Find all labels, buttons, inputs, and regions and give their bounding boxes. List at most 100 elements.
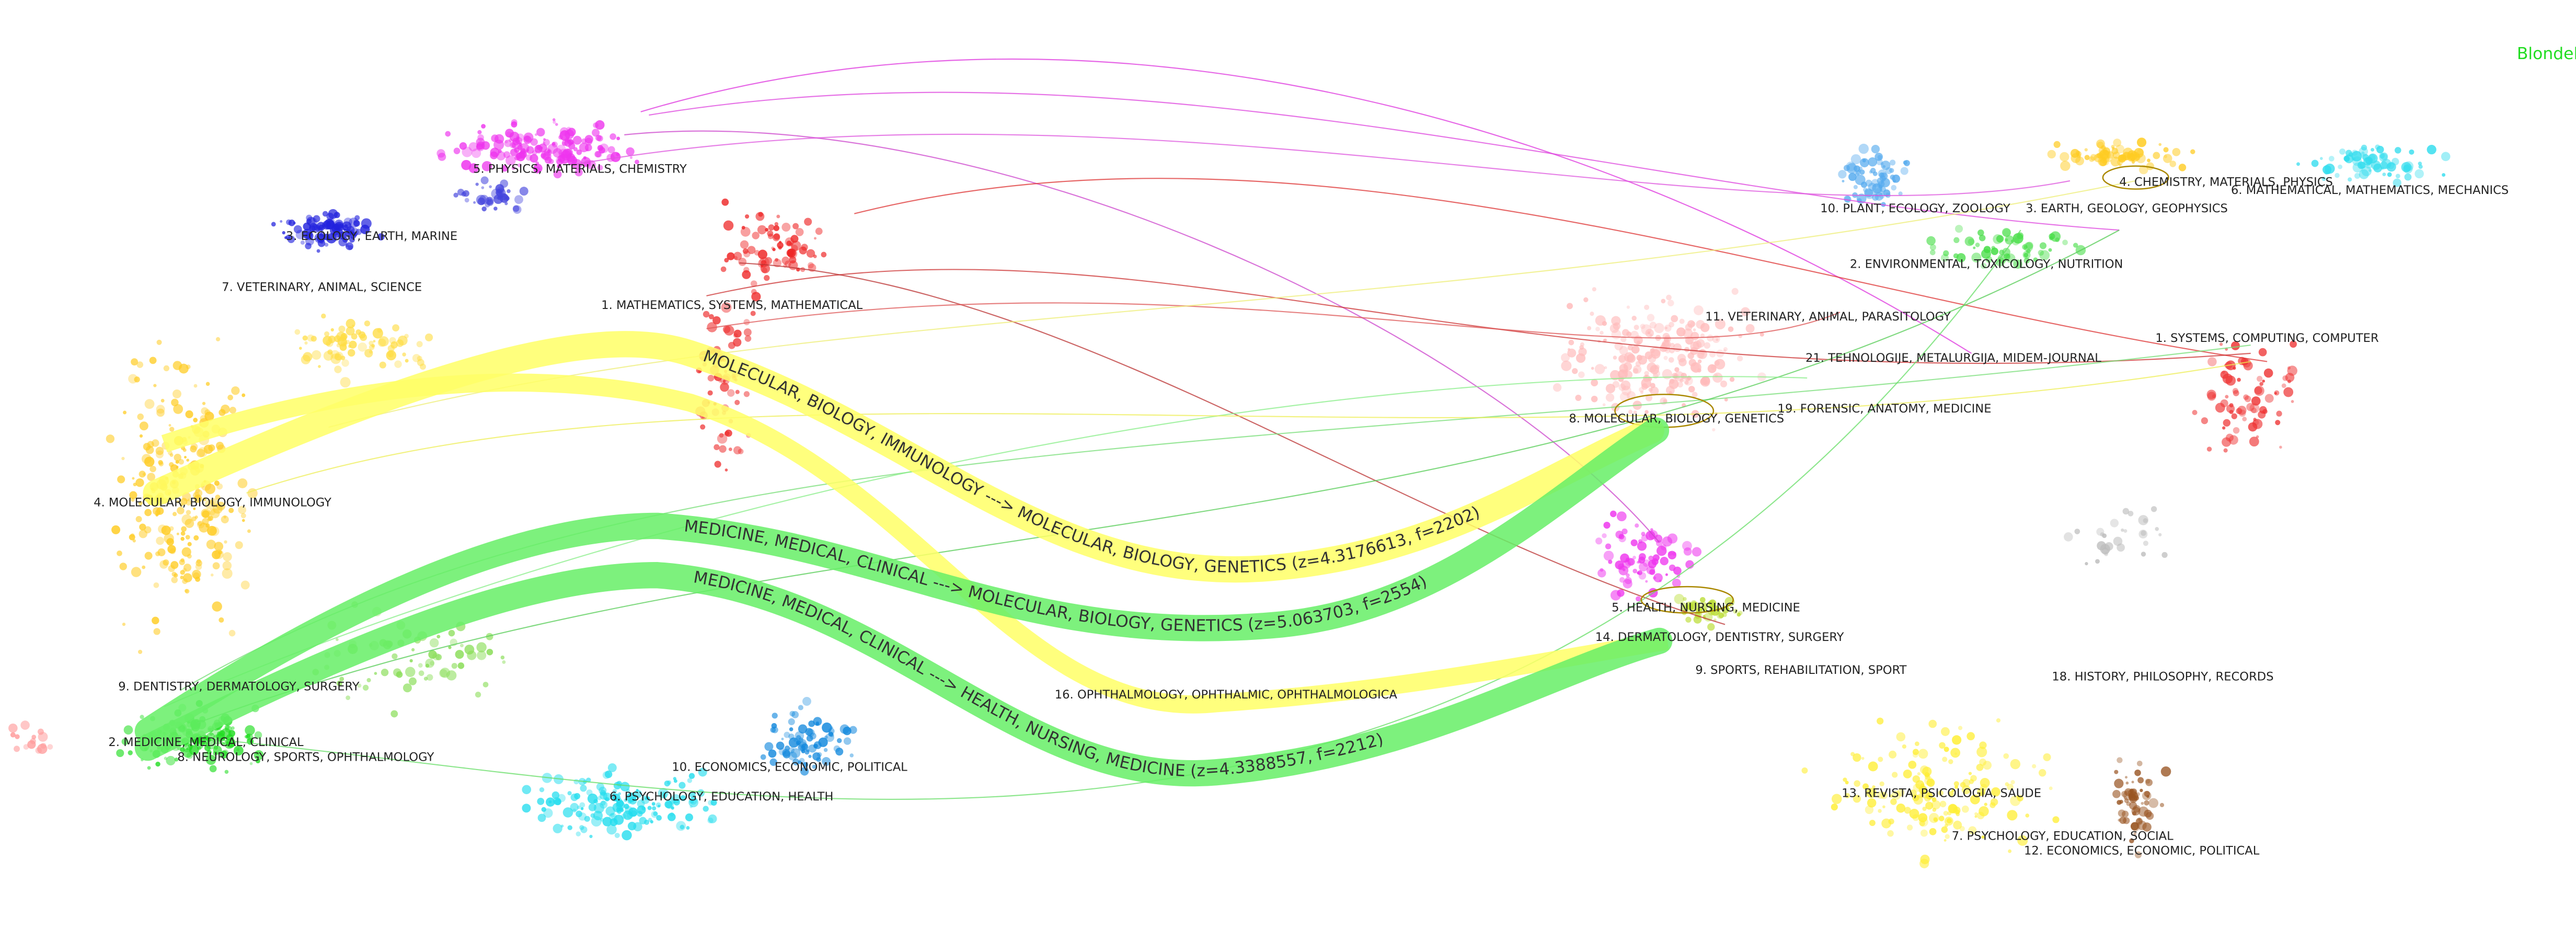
dot (1938, 816, 1945, 821)
dot (537, 813, 546, 822)
dot (653, 811, 658, 816)
dot (574, 168, 583, 177)
dot (1626, 305, 1630, 309)
dot (555, 123, 558, 126)
dot (1862, 158, 1866, 163)
dot (2352, 162, 2363, 173)
dot (139, 471, 146, 478)
dot (1940, 727, 1950, 736)
dot (1920, 829, 1928, 837)
dot (1843, 165, 1850, 171)
dot (2311, 159, 2319, 167)
dot (559, 154, 570, 164)
dot (460, 644, 464, 648)
dot (254, 731, 262, 739)
dot (573, 147, 578, 152)
dot (189, 747, 192, 750)
dot (2251, 407, 2257, 414)
dot (735, 389, 740, 394)
dot (2329, 156, 2334, 162)
dot (772, 713, 778, 719)
left-cluster-label: 7. VETERINARY, ANIMAL, SCIENCE (222, 281, 422, 294)
dot (213, 746, 222, 755)
dot (546, 797, 555, 807)
dot (1981, 263, 1987, 269)
dot (1637, 570, 1642, 576)
dot (206, 540, 216, 549)
dot (815, 721, 820, 725)
dot (404, 334, 409, 339)
dot (1672, 578, 1681, 588)
dot (576, 831, 581, 836)
dot (493, 207, 498, 211)
dot (1865, 805, 1874, 815)
dot (616, 136, 620, 141)
dot (744, 335, 752, 342)
dot (482, 682, 489, 687)
dot (280, 220, 283, 223)
dot (139, 530, 147, 538)
dot (1597, 569, 1606, 578)
dot (2008, 849, 2012, 853)
dot (1641, 532, 1646, 536)
dot (134, 376, 140, 383)
citation-arc (649, 91, 2120, 231)
dot (1636, 561, 1639, 564)
dot (247, 529, 251, 533)
dot (425, 658, 434, 668)
dot (153, 582, 159, 588)
dot (2150, 506, 2157, 512)
dot (589, 834, 593, 838)
dot (334, 353, 342, 361)
dot (210, 498, 218, 507)
dot (2262, 380, 2266, 383)
dot (522, 785, 532, 795)
dot (781, 223, 791, 232)
dot (1953, 237, 1960, 243)
dot (1745, 324, 1755, 333)
dot (779, 240, 782, 244)
dot (1996, 718, 2001, 723)
dot (673, 799, 680, 806)
dot (324, 331, 330, 337)
dot (791, 245, 798, 252)
dot (453, 192, 458, 198)
dot (2348, 177, 2352, 182)
dot (461, 159, 472, 170)
dot (2359, 169, 2369, 179)
dot (2136, 818, 2143, 824)
dot (1656, 540, 1663, 547)
right-cluster-label: 16. OPHTHALMOLOGY, OPHTHALMIC, OPHTHALMO… (1055, 688, 1398, 702)
dot (1964, 236, 1974, 246)
dot (2192, 409, 2198, 416)
dot (741, 225, 745, 230)
dot (647, 806, 652, 810)
dot (202, 402, 206, 405)
arc-layer (164, 58, 2268, 800)
dot (176, 532, 179, 535)
dot (2047, 150, 2056, 159)
right-cluster-label: 1. SYSTEMS, COMPUTING, COMPUTER (2155, 331, 2379, 345)
dot (186, 364, 191, 370)
dot (1912, 749, 1919, 755)
dot (786, 240, 792, 246)
dot (584, 816, 590, 822)
dot (539, 787, 545, 793)
dot (843, 737, 852, 745)
dot (1610, 590, 1622, 601)
dot (459, 142, 467, 150)
dot (778, 246, 782, 250)
dot (1692, 392, 1698, 398)
dot (2169, 161, 2177, 167)
dot (758, 212, 763, 217)
dot (710, 799, 717, 806)
dot (2007, 783, 2014, 790)
dot (157, 548, 166, 556)
dot (2096, 139, 2105, 148)
dot (1931, 797, 1937, 802)
dot (843, 726, 852, 736)
dot (808, 720, 815, 727)
dot (1991, 787, 2000, 797)
dot (501, 165, 508, 172)
dot (1645, 394, 1653, 402)
